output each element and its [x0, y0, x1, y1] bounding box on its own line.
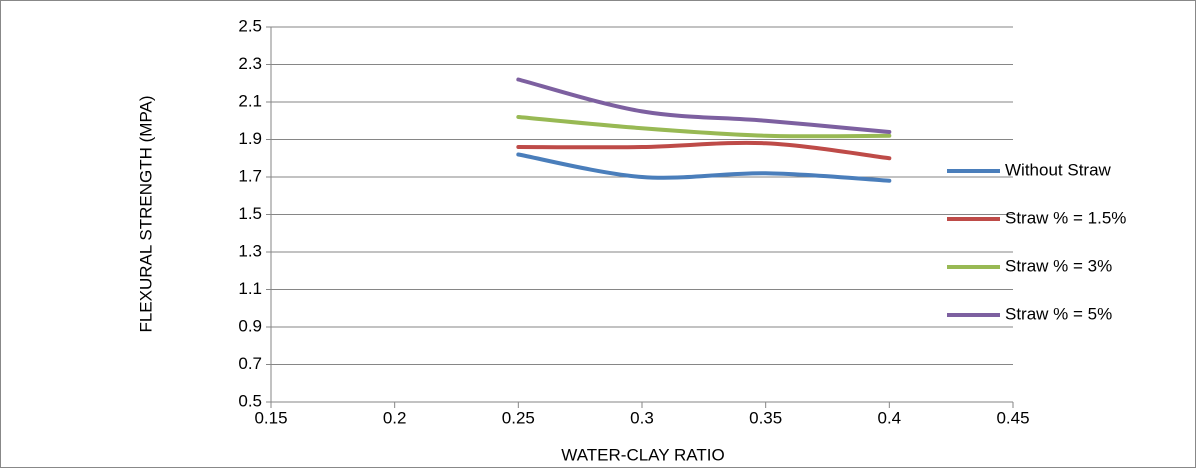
x-tick-label: 0.45: [996, 408, 1029, 427]
x-tick-label: 0.3: [630, 408, 654, 427]
legend-label: Straw % = 3%: [1005, 256, 1112, 275]
y-tick-label: 0.5: [238, 391, 262, 410]
series-line: [516, 77, 892, 134]
series-line: [516, 115, 892, 139]
y-tick-label: 1.5: [238, 204, 262, 223]
x-axis-title: WATER-CLAY RATIO: [561, 445, 724, 464]
legend-label: Straw % = 1.5%: [1005, 208, 1126, 227]
y-tick-label: 2.1: [238, 91, 262, 110]
y-tick-label: 1.3: [238, 241, 262, 260]
y-axis-title: FLEXURAL STRENGTH (MPA): [136, 95, 155, 332]
x-tick-label: 0.15: [254, 408, 287, 427]
y-tick-label: 2.3: [238, 54, 262, 73]
x-tick-label: 0.35: [749, 408, 782, 427]
legend-label: Without Straw: [1005, 160, 1112, 179]
y-tick-label: 0.7: [238, 354, 262, 373]
y-tick-label: 1.7: [238, 166, 262, 185]
y-tick-label: 2.5: [238, 16, 262, 35]
x-tick-label: 0.25: [502, 408, 535, 427]
y-tick-label: 1.9: [238, 129, 262, 148]
series-line: [516, 140, 892, 161]
x-tick-label: 0.4: [878, 408, 902, 427]
x-tick-label: 0.2: [383, 408, 407, 427]
y-tick-label: 0.9: [238, 316, 262, 335]
legend-label: Straw % = 5%: [1005, 304, 1112, 323]
series-line: [516, 152, 892, 183]
y-tick-label: 1.1: [238, 279, 262, 298]
